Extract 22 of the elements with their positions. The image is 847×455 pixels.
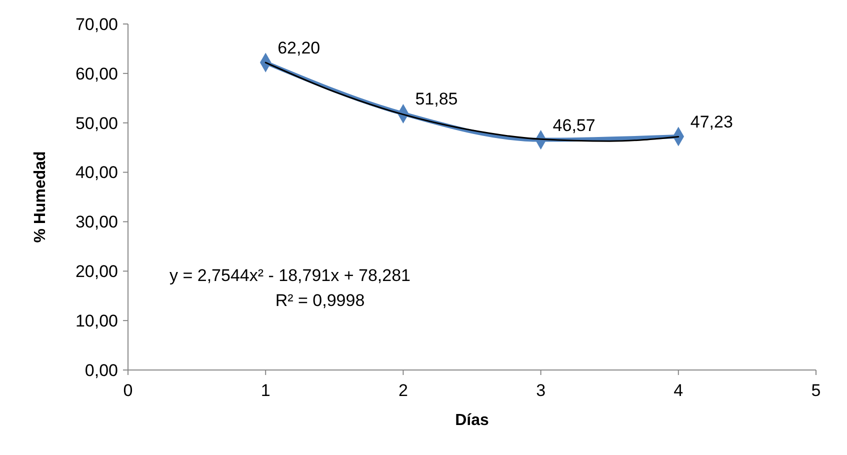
x-tick-label: 0 <box>123 381 133 400</box>
x-tick-label: 5 <box>811 381 821 400</box>
y-axis-title: % Humedad <box>32 151 49 243</box>
y-tick-label: 70,00 <box>75 14 118 34</box>
y-tick-label: 40,00 <box>75 163 118 182</box>
annotation: y = 2,7544x² - 18,791x + 78,281 <box>169 266 411 285</box>
data-label: 46,57 <box>552 116 596 135</box>
y-tick-label: 50,00 <box>75 114 118 133</box>
x-tick-label: 4 <box>674 381 684 400</box>
x-tick-label: 3 <box>536 381 546 400</box>
data-label: 51,85 <box>415 90 458 109</box>
annotation: R² = 0,9998 <box>275 291 365 310</box>
y-tick-label: 20,00 <box>75 262 118 282</box>
y-tick-label: 60,00 <box>75 64 118 84</box>
x-axis-title: Días <box>455 412 489 429</box>
y-tick-label: 10,00 <box>75 312 118 331</box>
y-tick-label: 30,00 <box>75 212 118 232</box>
data-label: 47,23 <box>690 112 733 132</box>
x-tick-label: 2 <box>398 381 408 400</box>
data-label: 62,20 <box>278 38 320 58</box>
y-tick-label: 0,00 <box>84 360 118 380</box>
x-tick-label: 1 <box>260 381 270 400</box>
